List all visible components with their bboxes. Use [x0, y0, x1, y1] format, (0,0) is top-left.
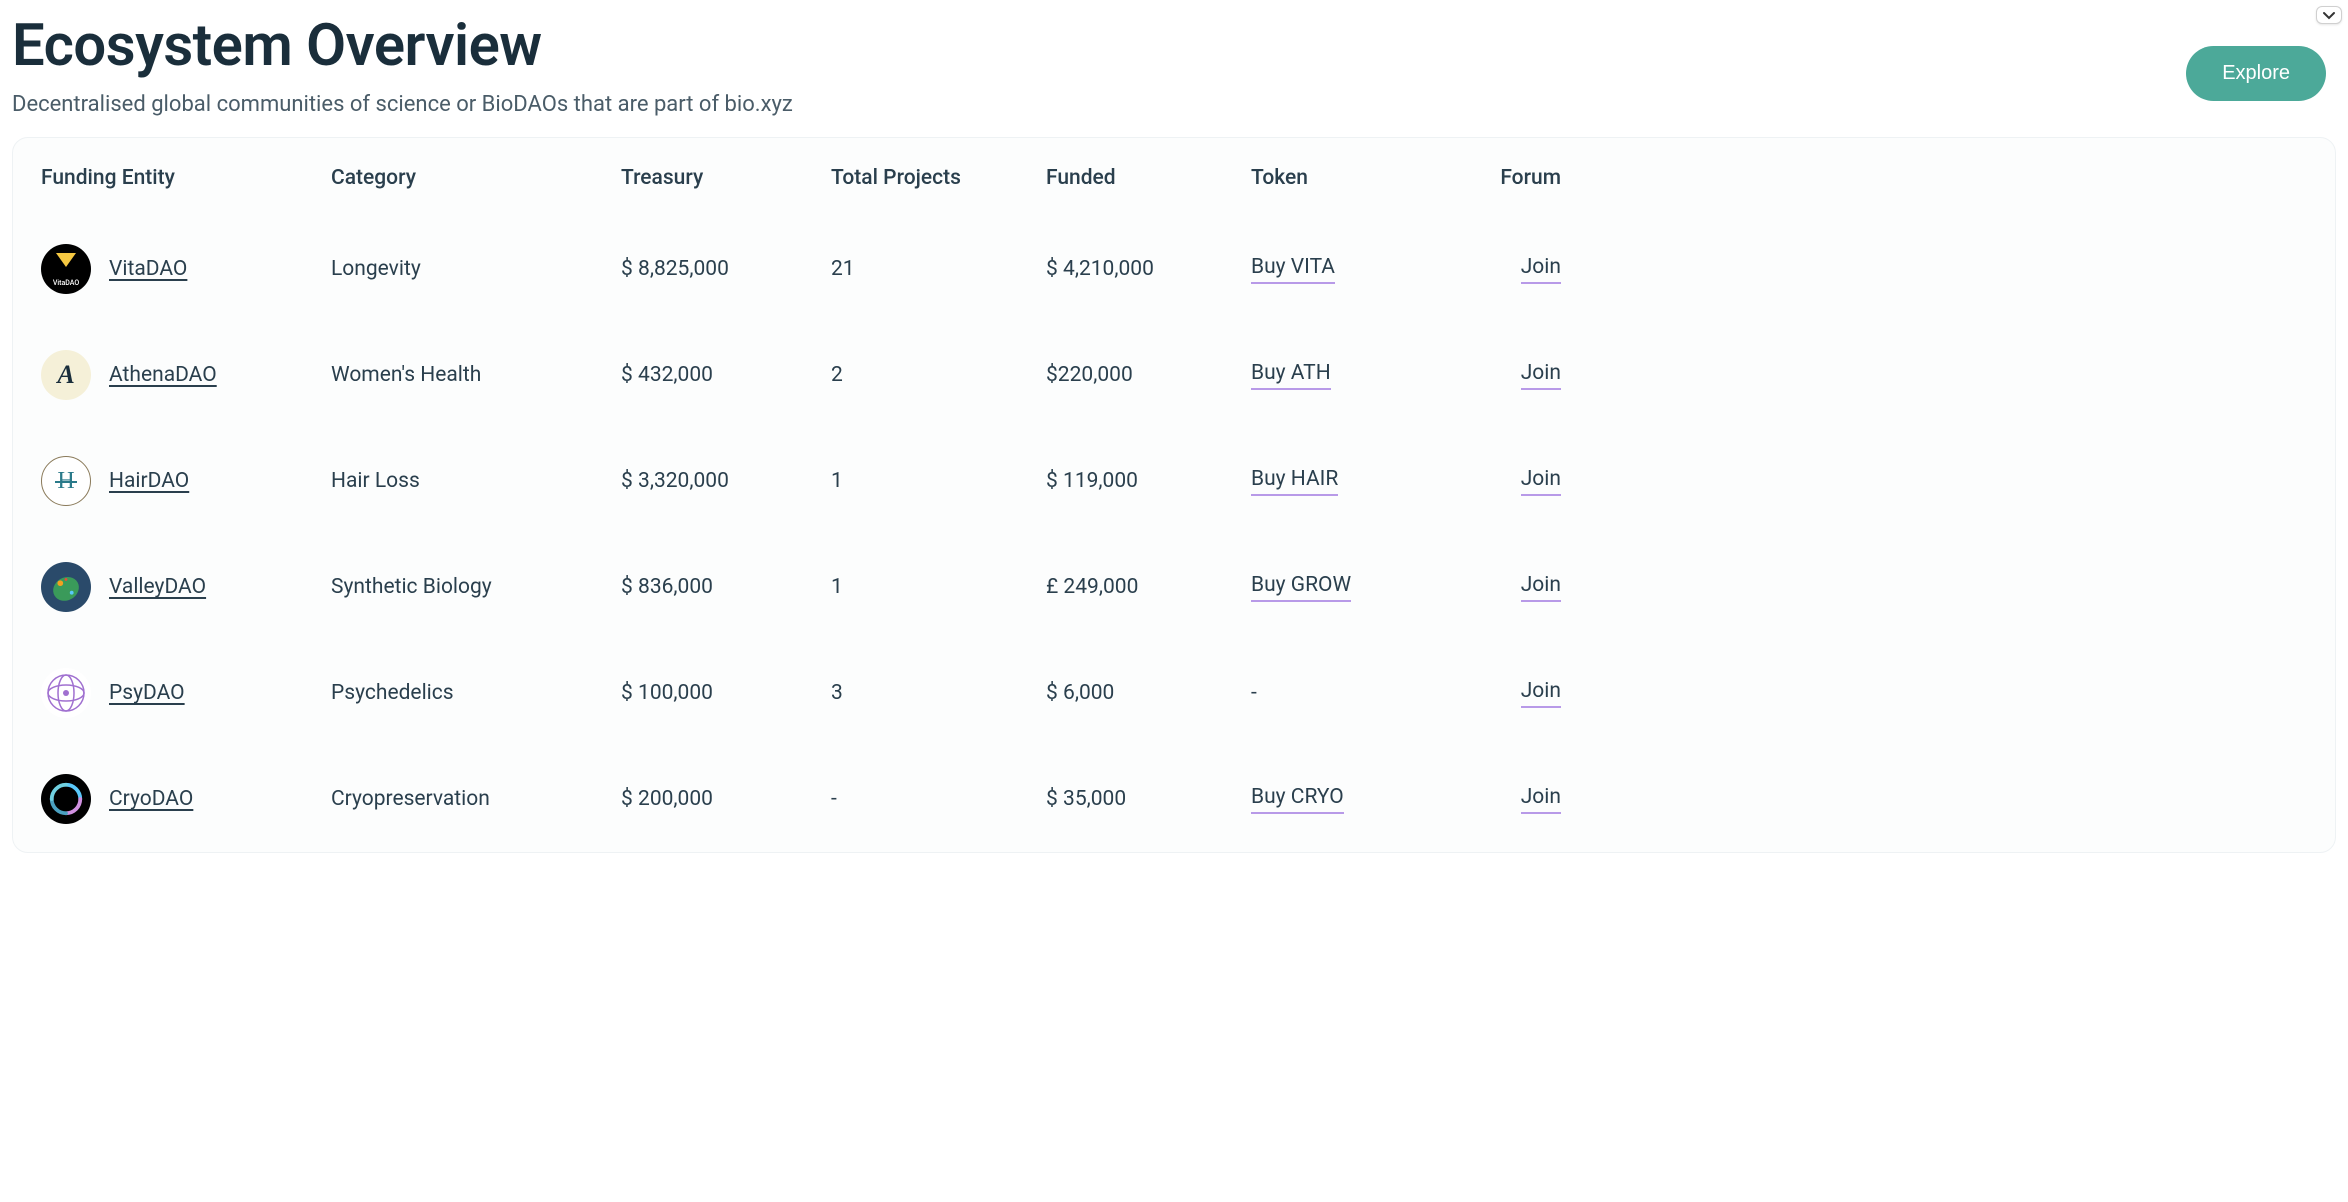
- col-funding-entity: Funding Entity: [41, 166, 331, 190]
- funded-value: $ 4,210,000: [1046, 257, 1251, 281]
- entity-link-athenadao[interactable]: AthenaDAO: [109, 363, 217, 387]
- page-subtitle: Decentralised global communities of scie…: [12, 92, 2336, 117]
- entity-logo-valleydao: [41, 562, 91, 612]
- token-cell: Buy VITA: [1251, 255, 1466, 284]
- explore-button[interactable]: Explore: [2186, 46, 2326, 101]
- funded-value: $ 35,000: [1046, 787, 1251, 811]
- category-value: Women's Health: [331, 363, 621, 387]
- token-cell: Buy ATH: [1251, 361, 1466, 390]
- entity-cell: PsyDAO: [41, 668, 331, 718]
- forum-join-link-valleydao[interactable]: Join: [1521, 573, 1561, 602]
- treasury-value: $ 8,825,000: [621, 257, 831, 281]
- table-header: Funding Entity Category Treasury Total P…: [13, 138, 2335, 216]
- buy-token-link-vitadao[interactable]: Buy VITA: [1251, 255, 1335, 284]
- col-forum: Forum: [1466, 166, 1561, 190]
- entity-link-psydao[interactable]: PsyDAO: [109, 681, 185, 705]
- total-projects-value: 21: [831, 257, 1046, 281]
- buy-token-link-athenadao[interactable]: Buy ATH: [1251, 361, 1331, 390]
- forum-join-link-vitadao[interactable]: Join: [1521, 255, 1561, 284]
- forum-cell: Join: [1466, 679, 1561, 708]
- cryodao-logo-icon: [47, 780, 85, 818]
- buy-token-link-cryodao[interactable]: Buy CRYO: [1251, 785, 1344, 814]
- entity-cell: A AthenaDAO: [41, 350, 331, 400]
- entity-link-valleydao[interactable]: ValleyDAO: [109, 575, 206, 599]
- funded-value: $ 6,000: [1046, 681, 1251, 705]
- forum-cell: Join: [1466, 785, 1561, 814]
- token-cell: Buy CRYO: [1251, 785, 1466, 814]
- forum-join-link-cryodao[interactable]: Join: [1521, 785, 1561, 814]
- category-value: Longevity: [331, 257, 621, 281]
- table-row: A AthenaDAO Women's Health $ 432,000 2 $…: [13, 322, 2335, 428]
- treasury-value: $ 432,000: [621, 363, 831, 387]
- forum-cell: Join: [1466, 573, 1561, 602]
- forum-join-link-athenadao[interactable]: Join: [1521, 361, 1561, 390]
- token-cell: Buy HAIR: [1251, 467, 1466, 496]
- entity-cell: H HairDAO: [41, 456, 331, 506]
- header-section: Ecosystem Overview Decentralised global …: [12, 12, 2336, 117]
- forum-cell: Join: [1466, 255, 1561, 284]
- funded-value: £ 249,000: [1046, 575, 1251, 599]
- token-empty: -: [1251, 681, 1257, 705]
- dao-table: Funding Entity Category Treasury Total P…: [12, 137, 2336, 853]
- funded-value: $ 119,000: [1046, 469, 1251, 493]
- entity-link-vitadao[interactable]: VitaDAO: [109, 257, 187, 281]
- table-body: VitaDAO Longevity $ 8,825,000 21 $ 4,210…: [13, 216, 2335, 852]
- category-value: Hair Loss: [331, 469, 621, 493]
- total-projects-value: 1: [831, 469, 1046, 493]
- treasury-value: $ 3,320,000: [621, 469, 831, 493]
- total-projects-value: 2: [831, 363, 1046, 387]
- table-row: CryoDAO Cryopreservation $ 200,000 - $ 3…: [13, 746, 2335, 852]
- forum-cell: Join: [1466, 467, 1561, 496]
- forum-cell: Join: [1466, 361, 1561, 390]
- col-funded: Funded: [1046, 166, 1251, 190]
- treasury-value: $ 836,000: [621, 575, 831, 599]
- hairdao-logo-glyph: H: [57, 468, 74, 495]
- category-value: Psychedelics: [331, 681, 621, 705]
- entity-logo-hairdao: H: [41, 456, 91, 506]
- entity-link-hairdao[interactable]: HairDAO: [109, 469, 189, 493]
- col-category: Category: [331, 166, 621, 190]
- forum-join-link-hairdao[interactable]: Join: [1521, 467, 1561, 496]
- entity-logo-vitadao: [41, 244, 91, 294]
- buy-token-link-hairdao[interactable]: Buy HAIR: [1251, 467, 1338, 496]
- treasury-value: $ 200,000: [621, 787, 831, 811]
- total-projects-value: -: [831, 787, 1046, 811]
- category-value: Cryopreservation: [331, 787, 621, 811]
- col-token: Token: [1251, 166, 1466, 190]
- psydao-logo-icon: [45, 672, 87, 714]
- entity-logo-psydao: [41, 668, 91, 718]
- total-projects-value: 1: [831, 575, 1046, 599]
- entity-cell: CryoDAO: [41, 774, 331, 824]
- page-title: Ecosystem Overview: [12, 12, 2336, 80]
- chevron-down-icon: [2322, 10, 2336, 20]
- entity-link-cryodao[interactable]: CryoDAO: [109, 787, 193, 811]
- category-value: Synthetic Biology: [331, 575, 621, 599]
- token-cell: Buy GROW: [1251, 573, 1466, 602]
- buy-token-link-valleydao[interactable]: Buy GROW: [1251, 573, 1351, 602]
- col-treasury: Treasury: [621, 166, 831, 190]
- expand-dropdown-button[interactable]: [2316, 6, 2342, 24]
- col-total-projects: Total Projects: [831, 166, 1046, 190]
- table-row: ValleyDAO Synthetic Biology $ 836,000 1 …: [13, 534, 2335, 640]
- treasury-value: $ 100,000: [621, 681, 831, 705]
- funded-value: $220,000: [1046, 363, 1251, 387]
- table-row: VitaDAO Longevity $ 8,825,000 21 $ 4,210…: [13, 216, 2335, 322]
- total-projects-value: 3: [831, 681, 1046, 705]
- table-row: H HairDAO Hair Loss $ 3,320,000 1 $ 119,…: [13, 428, 2335, 534]
- token-cell: -: [1251, 681, 1466, 705]
- entity-cell: VitaDAO: [41, 244, 331, 294]
- entity-logo-cryodao: [41, 774, 91, 824]
- forum-join-link-psydao[interactable]: Join: [1521, 679, 1561, 708]
- athenadao-logo-glyph: A: [57, 360, 74, 390]
- valleydao-logo-icon: [47, 568, 85, 606]
- table-row: PsyDAO Psychedelics $ 100,000 3 $ 6,000 …: [13, 640, 2335, 746]
- entity-logo-athenadao: A: [41, 350, 91, 400]
- entity-cell: ValleyDAO: [41, 562, 331, 612]
